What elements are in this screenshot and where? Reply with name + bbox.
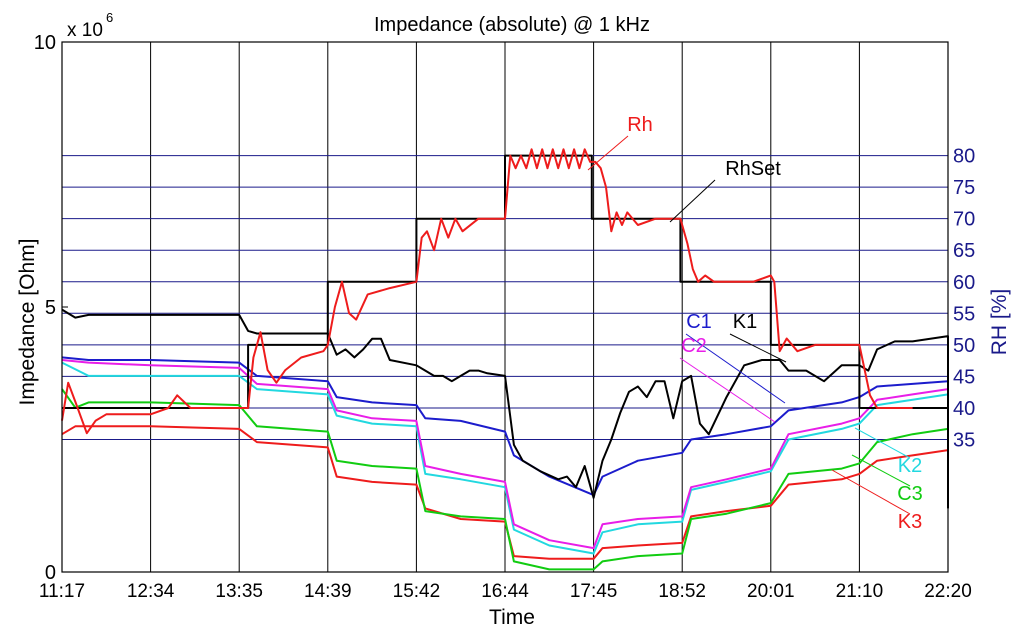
series-line-rh [61,148,913,435]
y2-tick-label: 60 [953,272,975,294]
x-tick-label: 21:10 [836,581,884,602]
x-tick-label: 11:17 [39,581,85,602]
x-tick-label: 20:01 [747,581,795,602]
x-tick-label: 16:44 [481,581,529,602]
x-tick-label: 15:42 [393,581,441,602]
y-multiplier-label: x 10 [67,20,103,41]
y2-tick-label: 35 [953,430,975,452]
y2-tick-label: 45 [953,366,975,388]
series-line-k2 [61,361,949,555]
axis-ticks: 11:17 12:34 13:35 14:39 15:42 16:44 17:45 18:52… [34,32,976,602]
y-tick-label: 5 [45,297,56,319]
y2-tick-label: 80 [953,146,975,168]
annotations: Rh RhSet C1 K1 C2 K2 C3 K3 [587,114,923,533]
series-line-rhset [62,154,948,409]
grid-lines [62,42,948,572]
annotation-leader-k3 [831,469,911,515]
series-line-c2 [61,359,949,550]
x-tick-label: 14:39 [304,581,352,602]
series-line-k1 [61,308,949,509]
y2-tick-label: 75 [953,177,975,199]
annotation-label-k3: K3 [898,511,922,533]
annotation-leader-rhset [669,179,716,223]
series-line-c3 [61,388,949,571]
x-axis-label: Time [489,606,535,629]
annotation-leader-k2 [854,427,911,459]
annotation-label-rhset: RhSet [725,158,781,180]
y2-tick-label: 55 [953,303,975,325]
series-line-k3 [61,425,949,560]
chart-title: Impedance (absolute) @ 1 kHz [374,14,650,36]
x-tick-label: 18:52 [658,581,706,602]
annotation-leader-c2 [679,357,776,423]
annotation-leader-rh [587,135,629,171]
annotation-label-c2: C2 [681,335,707,357]
y2-tick-label: 65 [953,240,975,262]
x-tick-label: 12:34 [127,581,175,602]
x-tick-label: 13:35 [215,581,263,602]
annotation-leader-c1 [685,333,786,404]
y2-tick-label: 40 [953,398,975,420]
y2-tick-label: 70 [953,209,975,231]
annotation-leader-k1 [729,333,787,363]
annotation-label-c3: C3 [897,483,923,505]
y2-axis-label: RH [%] [988,289,1011,356]
y-axis-label: Impedance [Ohm] [16,239,39,406]
annotation-leader-c3 [851,454,911,487]
annotation-label-rh: Rh [627,114,653,136]
x-tick-label: 17:45 [570,581,618,602]
y2-tick-label: 50 [953,335,975,357]
annotation-label-k1: K1 [733,311,757,333]
annotation-label-k2: K2 [898,455,922,477]
y-tick-label: 0 [45,562,56,584]
series-lines [61,148,949,571]
annotation-label-c1: C1 [686,311,712,333]
y-tick-label: 10 [34,32,56,54]
y-multiplier-exponent: 6 [106,10,113,25]
x-tick-label: 22:20 [924,581,972,602]
